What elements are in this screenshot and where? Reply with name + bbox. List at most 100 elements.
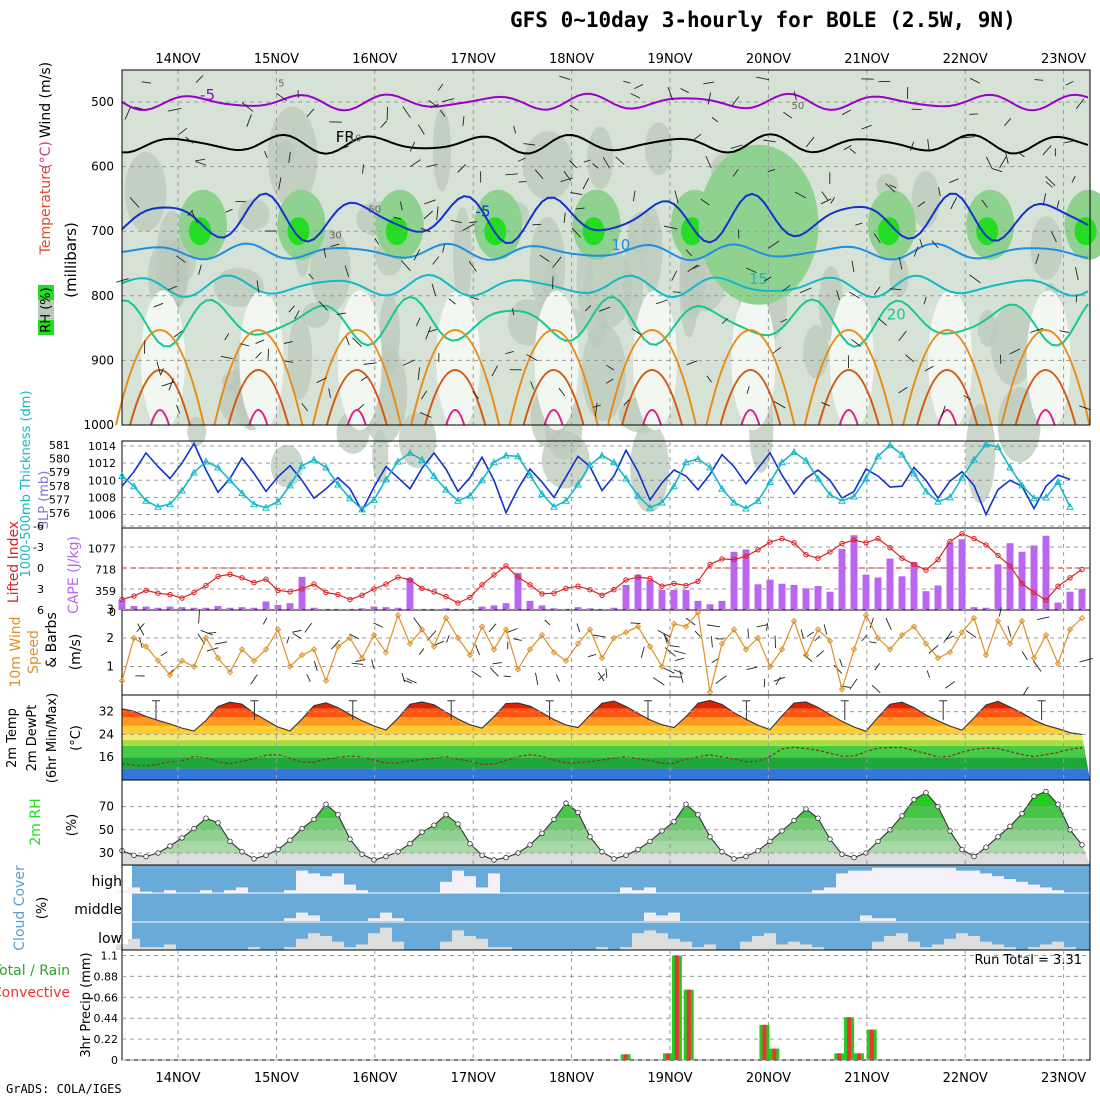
rh-marker [323, 801, 329, 807]
wind-barb [1042, 145, 1052, 156]
precip-convective-bar [772, 1048, 777, 1060]
temp-tick-label: 32 [99, 705, 114, 719]
rh-contour-label: 10 [349, 134, 362, 145]
wind-marker [754, 634, 762, 642]
wind10m-barb [555, 674, 560, 682]
wind10m-barb [214, 641, 228, 645]
lifted-marker [971, 535, 977, 542]
lifted-marker [875, 535, 881, 542]
lifted-marker [1043, 597, 1049, 603]
cape-bar [286, 603, 294, 610]
lifted-marker [287, 589, 293, 595]
rh-marker [203, 815, 209, 821]
wind10m-barb [945, 681, 955, 689]
cloud-cell [152, 947, 164, 950]
thickness-marker [874, 452, 882, 460]
thickness-marker [1054, 477, 1062, 485]
wind-marker [190, 663, 198, 670]
thickness-line [121, 443, 1071, 511]
rh-shade [432, 108, 452, 192]
wind-barb [671, 270, 678, 281]
wind-barb [655, 299, 668, 305]
cape-bar [874, 577, 882, 610]
rh-shade [270, 444, 303, 488]
wind-barb [552, 256, 562, 268]
cloud-cell [836, 873, 848, 893]
temp-axis-label: 2m Temp [5, 708, 20, 768]
wind-marker [550, 649, 558, 656]
thickness-marker [250, 500, 258, 508]
lifted-marker [803, 552, 809, 558]
rh-shade [302, 302, 330, 328]
temperature-contour [121, 192, 1089, 245]
wind-axis-label: (m/s) [68, 634, 84, 671]
thickness-marker [850, 492, 858, 500]
wind-barb [575, 207, 585, 210]
wind-barb [849, 148, 856, 154]
cloud-cell [656, 915, 668, 921]
wind-barb [672, 291, 681, 293]
wind-barb [559, 75, 571, 80]
lifted-marker [587, 587, 593, 593]
wind10m-barb [816, 650, 824, 658]
rh-dry-column [731, 290, 776, 431]
cape-bar [1066, 591, 1074, 610]
cloud-cell [320, 936, 332, 950]
wind10m-barb [198, 609, 200, 624]
wind-marker [670, 620, 678, 628]
thickness-marker [766, 477, 774, 485]
wind10m-barb [1022, 686, 1029, 696]
rh-marker [287, 837, 293, 843]
thickness-marker [130, 482, 138, 490]
lifted-marker [731, 556, 737, 563]
wind-barb [948, 178, 959, 184]
thickness-tick-label: 577 [49, 493, 70, 506]
contour-30 [522, 369, 585, 426]
wind10m-barb [605, 668, 608, 678]
cape-bar [490, 605, 498, 610]
thickness-marker [442, 485, 450, 493]
cape-bar [670, 590, 678, 610]
cloud-cell [344, 947, 356, 950]
cape-bar [118, 599, 126, 610]
thickness-marker [358, 505, 366, 513]
wind10m-barb [492, 662, 503, 665]
wind-barb [417, 367, 421, 381]
wind-barb [584, 305, 592, 312]
wind-barb [898, 330, 907, 342]
wind-barb [255, 339, 265, 344]
contour-30 [719, 369, 782, 426]
wind-marker [538, 631, 546, 639]
wind10m-barb [250, 674, 258, 685]
wind-tick-label: 1 [106, 660, 114, 674]
date-label-bottom: 14NOV [155, 1071, 200, 1086]
rh-tick-label: 50 [99, 823, 114, 837]
cape-bar [142, 606, 150, 610]
wind-barb [255, 351, 262, 359]
rh-shade [213, 267, 265, 307]
wind-barb [402, 359, 416, 366]
wind-barb [1030, 327, 1044, 333]
wind10m-barb [803, 654, 813, 662]
lifted-marker [383, 581, 389, 587]
wind-barb [999, 156, 1007, 169]
lifted-marker [263, 576, 269, 582]
wind-barb [674, 190, 679, 204]
wind-barb [176, 255, 186, 263]
cloud-cell [440, 941, 452, 950]
thickness-marker [562, 496, 570, 504]
thickness-tick-label: 580 [49, 453, 70, 466]
temp-band [122, 745, 1090, 758]
wind-barb [706, 375, 713, 383]
lifted-marker [1007, 563, 1013, 569]
thickness-marker [1042, 493, 1050, 501]
wind-marker [214, 654, 222, 662]
rh-marker [695, 812, 701, 818]
lifted-marker [179, 595, 185, 601]
lifted-marker [743, 553, 749, 559]
wind-barb [278, 177, 282, 190]
precip-convective-bar [686, 989, 691, 1060]
wind10m-barb [943, 630, 953, 643]
date-label-top: 17NOV [451, 52, 496, 67]
wind-barb [913, 246, 919, 257]
